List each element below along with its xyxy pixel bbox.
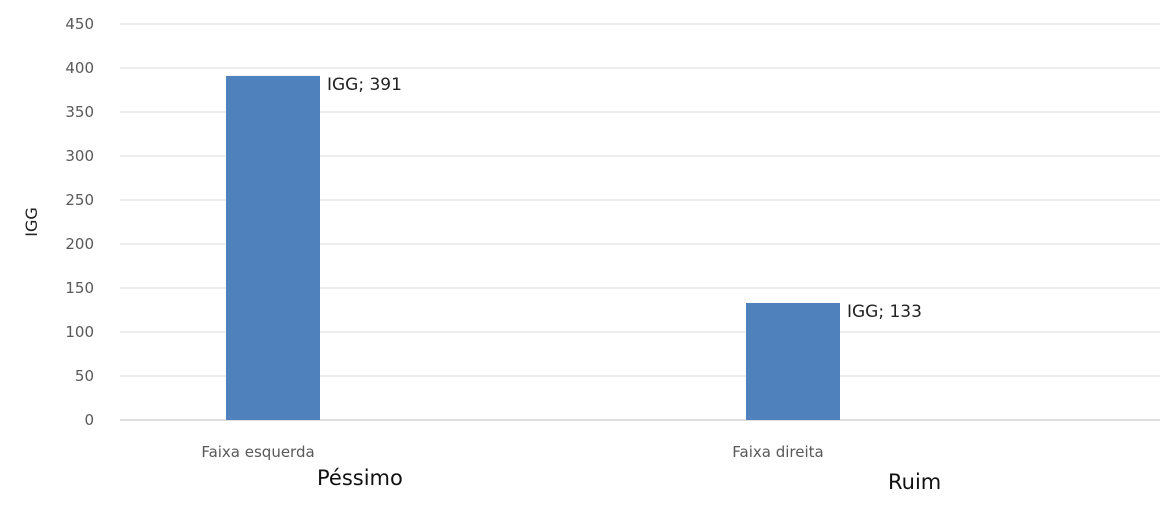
- bar: [226, 75, 320, 421]
- data-label: IGG; 391: [327, 75, 402, 95]
- y-tick-label: 400: [65, 59, 94, 77]
- x-tick-label: Faixa direita: [732, 443, 823, 461]
- y-tick-label: 250: [65, 191, 94, 209]
- category-rating-label: Ruim: [888, 470, 942, 494]
- y-tick-label: 150: [65, 279, 94, 297]
- bar: [746, 302, 840, 420]
- y-tick-label: 350: [65, 103, 94, 121]
- y-tick-label: 0: [84, 411, 94, 429]
- category-rating-label: Péssimo: [317, 466, 403, 490]
- y-tick-label: 300: [65, 147, 94, 165]
- y-tick-label: 200: [65, 235, 94, 253]
- y-tick-label: 50: [75, 367, 94, 385]
- y-axis-title: IGG: [22, 207, 41, 237]
- y-tick-label: 450: [65, 15, 94, 33]
- y-tick-label: 100: [65, 323, 94, 341]
- x-tick-label: Faixa esquerda: [201, 443, 314, 461]
- data-label: IGG; 133: [847, 302, 922, 322]
